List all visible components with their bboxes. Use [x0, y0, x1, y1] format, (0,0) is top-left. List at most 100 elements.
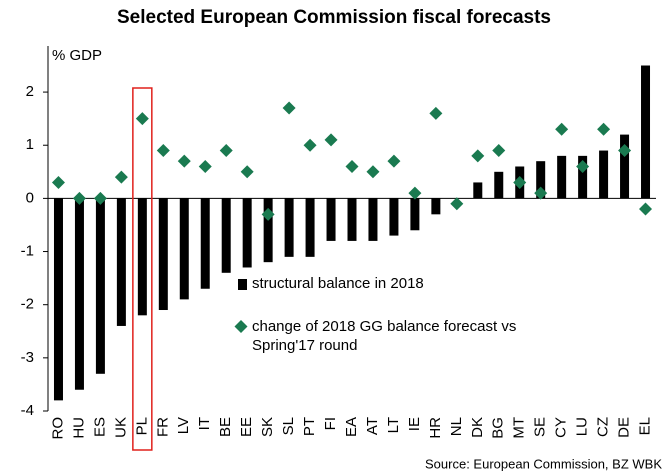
diamond-marker	[282, 101, 296, 115]
y-tick-label: 2	[26, 83, 34, 100]
x-tick-label: BG	[490, 417, 507, 439]
x-tick-label: IT	[196, 417, 213, 430]
diamond-marker	[429, 106, 443, 120]
legend-label: structural balance in 2018	[252, 275, 424, 292]
x-tick-label: SK	[259, 417, 276, 437]
diamond-marker	[345, 159, 359, 173]
x-tick-label: FR	[154, 417, 171, 437]
bar	[137, 198, 147, 316]
x-tick-label: LV	[175, 417, 192, 434]
diamond-marker	[51, 175, 65, 189]
diamond-marker	[72, 191, 86, 205]
x-tick-label: HR	[427, 417, 444, 439]
diamond-marker	[114, 170, 128, 184]
y-tick-label: -1	[21, 243, 34, 260]
legend-swatch	[234, 320, 248, 333]
diamond-marker	[303, 138, 317, 152]
x-tick-label: MT	[511, 417, 528, 439]
bar	[410, 198, 420, 231]
bar	[74, 198, 84, 390]
diamond-marker	[366, 165, 380, 179]
source: Source: European Commission, BZ WBK	[425, 456, 662, 471]
x-tick-label: SL	[280, 417, 297, 435]
y-tick-label: -3	[21, 349, 34, 366]
bar	[305, 198, 315, 257]
diamond-marker	[471, 149, 485, 163]
bar	[95, 198, 105, 374]
x-tick-label: CZ	[595, 417, 612, 437]
x-tick-label: CY	[553, 417, 570, 438]
bar	[179, 198, 189, 300]
x-tick-label: EE	[238, 417, 255, 437]
diamond-marker	[240, 165, 254, 179]
x-tick-label: RO	[49, 417, 66, 440]
bar	[242, 198, 252, 268]
diamond-marker	[492, 144, 506, 158]
bar	[599, 150, 609, 199]
bar	[284, 198, 294, 257]
y-tick-label: -4	[21, 402, 34, 419]
diamond-marker	[597, 122, 611, 136]
diamond-marker	[135, 112, 149, 126]
x-tick-label: EA	[343, 417, 360, 437]
bar	[53, 198, 63, 401]
bar	[389, 198, 399, 236]
x-tick-label: UK	[112, 417, 129, 438]
bar	[221, 198, 231, 273]
diamond-marker	[261, 207, 275, 221]
bar	[263, 198, 273, 263]
diamond-marker	[219, 144, 233, 158]
bar	[116, 198, 126, 326]
y-tick-label: 0	[26, 189, 34, 206]
y-tick-label: 1	[26, 136, 34, 153]
bar	[620, 134, 630, 199]
diamond-marker	[618, 144, 632, 158]
bar	[200, 198, 210, 289]
diamond-marker	[93, 191, 107, 205]
diamond-marker	[198, 159, 212, 173]
diamond-marker	[576, 159, 590, 173]
diamond-marker	[177, 154, 191, 168]
bar	[536, 161, 546, 199]
diamond-marker	[324, 133, 338, 147]
x-tick-label: FI	[322, 417, 339, 430]
y-tick-label: -2	[21, 296, 34, 313]
bar	[557, 155, 567, 199]
diamond-marker	[555, 122, 569, 136]
x-tick-label: LU	[574, 417, 591, 436]
x-tick-label: DK	[469, 417, 486, 438]
highlight-box	[132, 87, 153, 451]
x-tick-label: LT	[385, 417, 402, 433]
diamond-marker	[408, 186, 422, 200]
x-tick-label: AT	[364, 417, 381, 435]
bar	[494, 171, 504, 199]
y-axis-label: % GDP	[52, 47, 102, 64]
x-tick-label: ES	[91, 417, 108, 437]
x-tick-label: IE	[406, 417, 423, 431]
x-tick-label: SE	[532, 417, 549, 437]
bar	[578, 155, 588, 199]
x-tick-label: DE	[616, 417, 633, 438]
bar	[326, 198, 336, 241]
diamond-marker	[513, 175, 527, 189]
bar	[431, 198, 441, 215]
x-tick-label: PL	[133, 417, 150, 435]
bar	[473, 182, 483, 199]
x-tick-label: BE	[217, 417, 234, 437]
legend-label: change of 2018 GG balance forecast vs Sp…	[252, 318, 517, 354]
diamond-marker	[156, 144, 170, 158]
x-tick-label: NL	[448, 417, 465, 436]
chart-title: Selected European Commission fiscal fore…	[117, 7, 551, 28]
diamond-marker	[450, 197, 464, 211]
bar	[158, 198, 168, 311]
diamond-marker	[639, 202, 653, 216]
bar	[368, 198, 378, 241]
bar	[641, 65, 651, 199]
x-tick-label: EL	[636, 417, 653, 435]
bar	[347, 198, 357, 241]
x-tick-label: HU	[70, 417, 87, 439]
x-tick-label: PT	[301, 417, 318, 436]
legend-swatch	[238, 279, 247, 290]
